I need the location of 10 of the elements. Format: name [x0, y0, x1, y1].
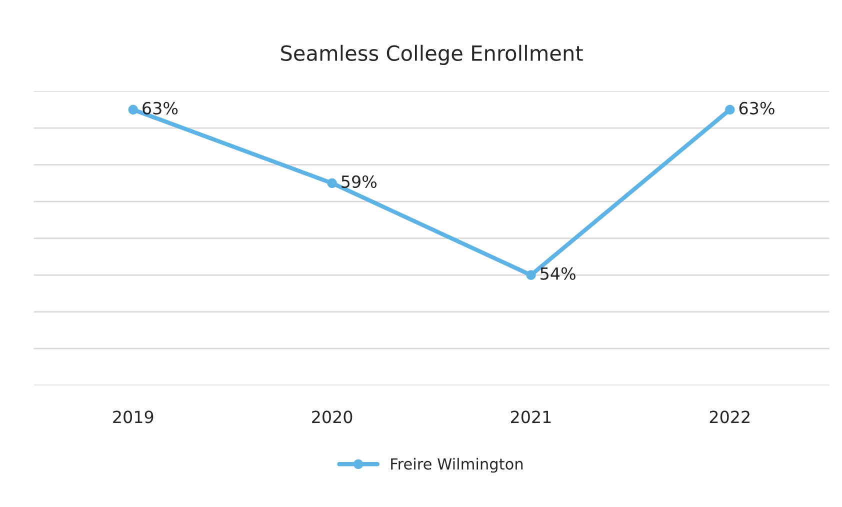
- data-label: 54%: [540, 267, 576, 280]
- x-tick-label: 2021: [511, 410, 551, 424]
- legend-label: Freire Wilmington: [391, 458, 523, 473]
- data-label: 59%: [342, 175, 377, 188]
- x-tick-label: 2020: [312, 410, 352, 424]
- data-label: 63%: [739, 102, 774, 114]
- chart-title: Seamless College Enrollment: [281, 44, 583, 66]
- x-tick-label: 2019: [113, 410, 154, 424]
- x-tick-label: 2022: [710, 410, 750, 424]
- data-label: 63%: [142, 102, 178, 114]
